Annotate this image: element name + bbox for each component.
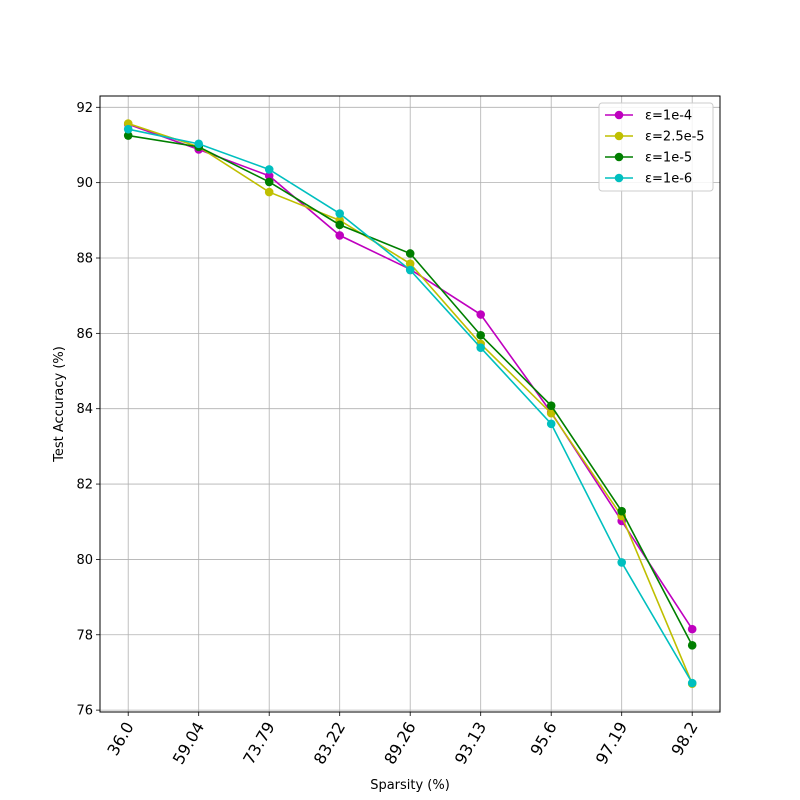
- series-4: [123, 124, 697, 688]
- legend-marker: [614, 173, 624, 183]
- legend-label: ε=2.5e-5: [645, 130, 705, 145]
- y-axis-label: Test Accuracy (%): [52, 346, 67, 463]
- legend-box: [598, 102, 714, 192]
- data-point: [264, 165, 274, 174]
- data-point: [335, 209, 345, 218]
- legend-item: ε=1e-4: [605, 109, 692, 124]
- grid: [100, 96, 720, 712]
- y-tick-label: 82: [76, 478, 93, 493]
- y-tick-label: 80: [76, 553, 93, 568]
- x-axis-label: Sparsity (%): [370, 778, 450, 793]
- y-tick-label: 92: [76, 101, 93, 116]
- data-point: [546, 419, 556, 429]
- data-point: [617, 558, 626, 567]
- legend: ε=1e-4 ε=2.5e-5 ε=1e-5 ε=1e-6: [598, 102, 714, 192]
- y-tick-label: 84: [76, 402, 93, 417]
- legend-item: ε=1e-6: [605, 172, 692, 187]
- y-tick-label: 88: [76, 252, 93, 267]
- data-point: [405, 259, 415, 268]
- legend-label: ε=1e-4: [645, 109, 692, 124]
- data-point: [123, 124, 133, 134]
- data-point: [335, 231, 345, 240]
- data-point: [546, 408, 556, 418]
- data-point: [617, 506, 626, 516]
- series-layer: [123, 119, 697, 689]
- data-point: [476, 330, 486, 340]
- data-point: [476, 343, 486, 352]
- legend-item: ε=2.5e-5: [605, 130, 705, 145]
- data-point: [264, 177, 274, 187]
- y-tick-label: 90: [76, 176, 93, 191]
- data-point: [194, 139, 203, 149]
- legend-label: ε=1e-6: [645, 172, 692, 187]
- data-point: [687, 678, 697, 688]
- data-point: [123, 131, 133, 140]
- data-point: [264, 171, 274, 181]
- data-point: [405, 249, 415, 258]
- data-point: [546, 401, 556, 410]
- legend-item: ε=1e-5: [605, 151, 692, 166]
- data-point: [476, 310, 486, 319]
- y-tick-label: 76: [76, 704, 93, 719]
- data-point: [687, 624, 697, 634]
- y-tick-label: 78: [76, 628, 93, 643]
- legend-marker: [614, 152, 624, 162]
- legend-marker: [614, 131, 624, 141]
- data-point: [687, 641, 697, 650]
- legend-marker: [614, 110, 624, 120]
- legend-label: ε=1e-5: [645, 151, 692, 166]
- data-point: [264, 187, 274, 197]
- y-tick-label: 86: [76, 327, 93, 342]
- data-point: [405, 265, 415, 275]
- data-point: [335, 220, 345, 230]
